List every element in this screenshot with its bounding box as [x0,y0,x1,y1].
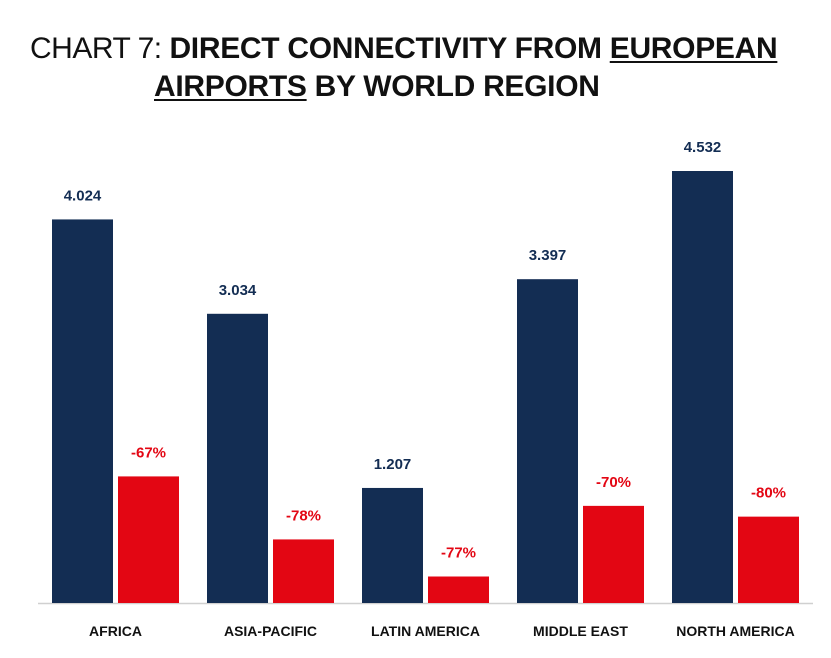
chart-title-airports: AIRPORTS [154,70,307,103]
category-label-asia-pacific: ASIA-PACIFIC [224,623,317,639]
bar-connectivity-change-africa [118,476,179,603]
data-label-total-connectivity-asia-pacific: 3.034 [219,282,257,299]
chart-title-part-2: BY WORLD REGION [306,70,600,103]
bar-connectivity-change-middle-east [583,505,644,603]
bar-connectivity-change-north-america [738,516,799,603]
data-label-total-connectivity-north-america: 4.532 [684,139,722,156]
bar-total-connectivity-asia-pacific [207,313,268,603]
bar-total-connectivity-middle-east [517,279,578,603]
data-label-total-connectivity-middle-east: 3.397 [529,247,567,264]
category-label-middle-east: MIDDLE EAST [533,623,628,639]
chart-title-european: EUROPEAN [609,32,778,65]
data-label-total-connectivity-africa: 4.024 [64,187,102,204]
bar-connectivity-change-latin-america [428,576,489,603]
chart-title-line-2: AIRPORTS BY WORLD REGION [30,68,820,106]
data-label-connectivity-change-africa: -67% [131,444,166,461]
bar-total-connectivity-latin-america [362,487,423,603]
category-label-africa: AFRICA [89,623,142,639]
data-label-connectivity-change-latin-america: -77% [441,545,476,562]
data-label-connectivity-change-north-america: -80% [751,485,786,502]
data-label-total-connectivity-latin-america: 1.207 [374,456,412,473]
category-label-north-america: NORTH AMERICA [676,623,794,639]
bar-connectivity-change-asia-pacific [273,539,334,603]
data-label-connectivity-change-middle-east: -70% [596,474,631,491]
category-label-latin-america: LATIN AMERICA [371,623,480,639]
bar-total-connectivity-africa [52,219,113,604]
chart-title-part-1: DIRECT CONNECTIVITY FROM [169,32,610,65]
data-label-connectivity-change-asia-pacific: -78% [286,507,321,524]
chart-title: CHART 7: DIRECT CONNECTIVITY FROM EUROPE… [30,30,820,106]
chart-title-prefix: CHART 7: [30,32,170,65]
bar-total-connectivity-north-america [672,171,733,603]
chart-title-line-1: CHART 7: DIRECT CONNECTIVITY FROM EUROPE… [30,30,820,68]
